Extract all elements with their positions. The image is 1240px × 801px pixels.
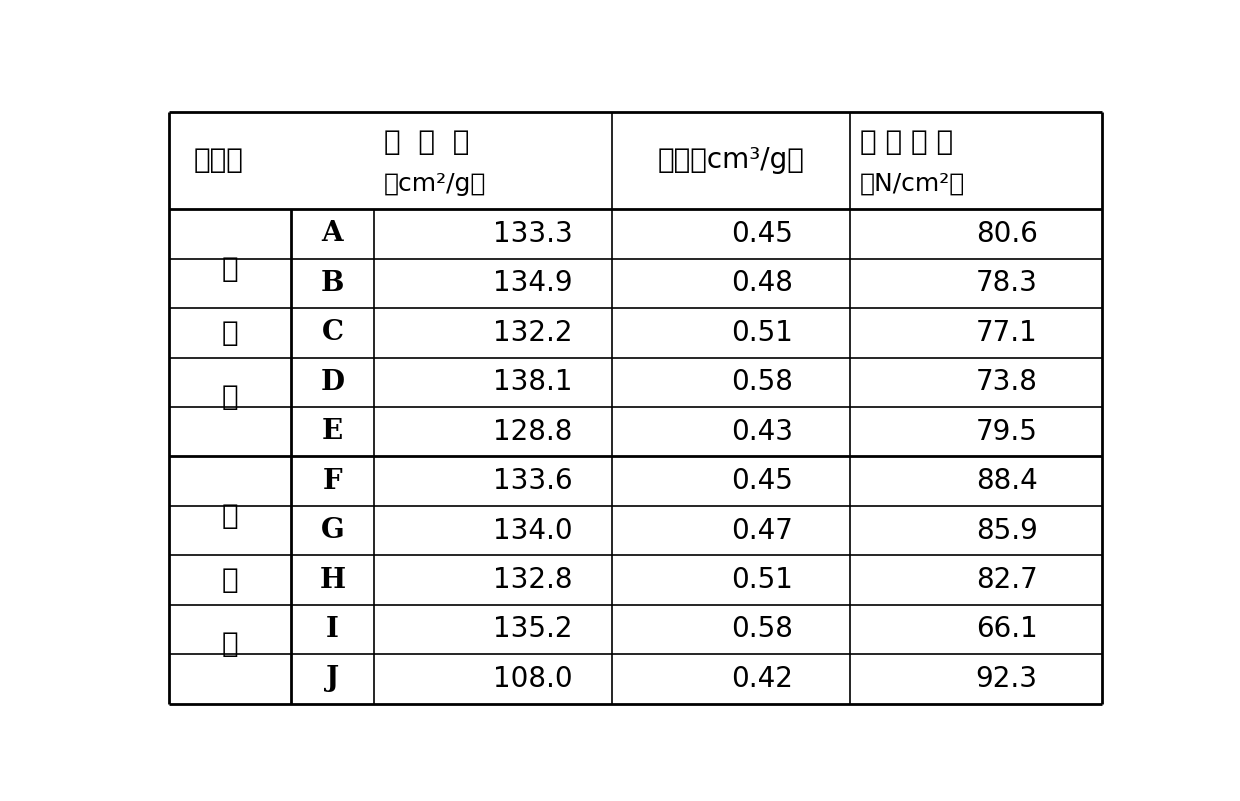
Text: D: D	[321, 368, 345, 396]
Text: 132.8: 132.8	[494, 566, 573, 594]
Text: 133.3: 133.3	[494, 220, 573, 248]
Text: 0.58: 0.58	[732, 615, 792, 643]
Text: 134.9: 134.9	[494, 269, 573, 297]
Text: 0.48: 0.48	[732, 269, 792, 297]
Text: （cm²/g）: （cm²/g）	[384, 172, 486, 195]
Text: 88.4: 88.4	[976, 467, 1038, 495]
Text: 0.42: 0.42	[732, 665, 792, 693]
Text: 实: 实	[222, 255, 238, 283]
Text: 108.0: 108.0	[494, 665, 573, 693]
Text: 73.8: 73.8	[976, 368, 1038, 396]
Text: F: F	[322, 468, 342, 495]
Text: H: H	[320, 566, 346, 594]
Text: 80.6: 80.6	[976, 220, 1038, 248]
Text: （N/cm²）: （N/cm²）	[859, 172, 965, 195]
Text: 催化剂: 催化剂	[193, 147, 243, 175]
Text: C: C	[321, 320, 343, 346]
Text: 比  表  面: 比 表 面	[384, 128, 470, 156]
Text: 79.5: 79.5	[976, 417, 1038, 445]
Text: 78.3: 78.3	[976, 269, 1038, 297]
Text: 例: 例	[222, 630, 238, 658]
Text: E: E	[322, 418, 343, 445]
Text: 82.7: 82.7	[976, 566, 1038, 594]
Text: 133.6: 133.6	[494, 467, 573, 495]
Text: A: A	[321, 220, 343, 248]
Text: 比: 比	[222, 566, 238, 594]
Text: 77.1: 77.1	[976, 319, 1038, 347]
Text: 例: 例	[222, 383, 238, 411]
Text: 0.58: 0.58	[732, 368, 792, 396]
Text: 孔容（cm³/g）: 孔容（cm³/g）	[657, 147, 805, 175]
Text: 对: 对	[222, 501, 238, 529]
Text: 侧 压 强 度: 侧 压 强 度	[859, 128, 952, 156]
Text: 0.45: 0.45	[732, 220, 792, 248]
Text: 132.2: 132.2	[494, 319, 573, 347]
Text: 施: 施	[222, 319, 238, 347]
Text: 0.47: 0.47	[732, 517, 792, 545]
Text: 0.51: 0.51	[732, 319, 792, 347]
Text: 138.1: 138.1	[494, 368, 573, 396]
Text: 92.3: 92.3	[976, 665, 1038, 693]
Text: 0.45: 0.45	[732, 467, 792, 495]
Text: J: J	[326, 666, 339, 692]
Text: 134.0: 134.0	[494, 517, 573, 545]
Text: G: G	[321, 517, 345, 544]
Text: I: I	[326, 616, 339, 643]
Text: 135.2: 135.2	[494, 615, 573, 643]
Text: 128.8: 128.8	[494, 417, 573, 445]
Text: 0.51: 0.51	[732, 566, 792, 594]
Text: 85.9: 85.9	[976, 517, 1038, 545]
Text: 0.43: 0.43	[732, 417, 794, 445]
Text: 66.1: 66.1	[976, 615, 1038, 643]
Text: B: B	[321, 270, 345, 297]
